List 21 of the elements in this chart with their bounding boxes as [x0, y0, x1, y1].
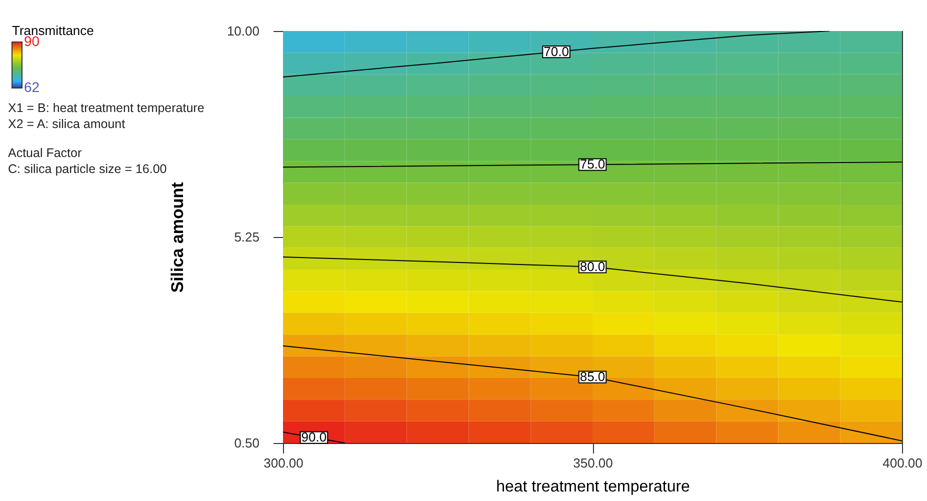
series-label: 90.0 — [301, 430, 327, 445]
y-axis-title: Silica amount — [168, 182, 187, 293]
line-series — [283, 31, 830, 78]
text: X1 = B: heat treatment temperature — [8, 101, 204, 115]
text: Actual Factor — [8, 146, 82, 160]
series-label: 70.0 — [544, 44, 569, 59]
y-tick-label: 0.50 — [234, 436, 260, 450]
color-bar-label: 62 — [24, 79, 40, 95]
text: X2 = A: silica amount — [8, 117, 126, 131]
text: C: silica particle size = 16.00 — [8, 162, 167, 176]
series-label: 80.0 — [580, 258, 606, 274]
line-series — [283, 345, 902, 442]
x-axis-title: heat treatment temperature — [496, 478, 690, 496]
series-label: 85.0 — [580, 369, 606, 384]
x-tick-label: 400.00 — [882, 456, 922, 470]
y-tick-label: 10.00 — [226, 24, 260, 38]
series-label: 75.0 — [580, 156, 606, 172]
line-series — [283, 256, 902, 303]
y-tick-label: 5.25 — [234, 230, 260, 244]
x-tick-label: 300.00 — [264, 456, 304, 470]
x-tick-label: 350.00 — [573, 456, 613, 470]
